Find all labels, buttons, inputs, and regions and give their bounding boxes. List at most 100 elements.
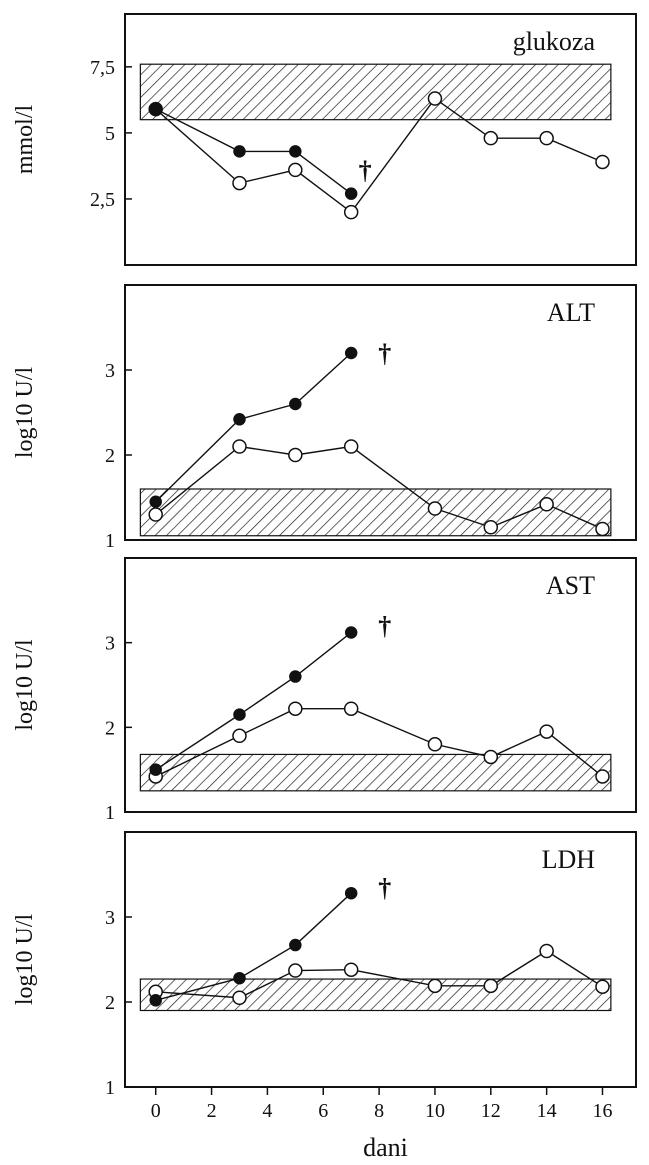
series-line-filled	[155, 631, 352, 771]
x-tick-label: 16	[592, 1100, 612, 1122]
data-point-filled	[233, 708, 246, 721]
x-tick-label: 6	[318, 1100, 328, 1122]
data-point-open	[288, 963, 303, 978]
y-tick-label: 1	[105, 802, 115, 824]
data-point-filled	[233, 413, 246, 426]
data-point-filled	[344, 346, 358, 360]
panel-frame	[124, 831, 637, 1088]
panel-frame	[124, 13, 637, 266]
y-tick-label: 2	[105, 717, 115, 739]
data-point-open	[483, 749, 499, 765]
y-tick-label: 2	[105, 445, 115, 467]
y-tick-label: 1	[105, 1077, 115, 1099]
data-point-filled	[233, 971, 246, 985]
data-point-open	[595, 769, 610, 784]
panel-alt: 1 2 3 log10 U/l ALT †	[12, 284, 637, 552]
series-line-filled	[155, 892, 352, 1001]
data-point-filled	[344, 626, 358, 639]
data-point-open	[427, 91, 443, 106]
reference-range-band	[139, 63, 612, 121]
series-line-open	[155, 97, 603, 214]
y-tick-label: 3	[105, 633, 115, 655]
data-point-open	[595, 154, 610, 170]
data-point-open	[483, 520, 499, 535]
x-tick-label: 8	[374, 1100, 384, 1122]
data-point-open	[539, 497, 554, 512]
data-point-open	[483, 130, 499, 146]
y-tick-label: 2,5	[90, 189, 115, 211]
x-tick-label: 4	[262, 1100, 272, 1122]
data-point-open	[343, 962, 359, 977]
x-tick-label: 12	[481, 1100, 501, 1122]
y-tick-label: 7,5	[90, 57, 115, 79]
panel-title: AST	[546, 571, 595, 600]
reference-range-band	[139, 978, 612, 1012]
series-line-open	[155, 950, 603, 999]
data-point-open	[595, 521, 610, 537]
x-tick-label: 14	[537, 1100, 557, 1122]
series-line-filled	[155, 108, 352, 195]
y-tick-label: 2	[105, 992, 115, 1014]
panel-title: LDH	[542, 845, 596, 874]
data-point-open	[539, 724, 554, 739]
data-point-filled	[289, 670, 302, 683]
data-point-open	[595, 979, 610, 994]
panel-ast: 1 2 3 log10 U/l AST †	[12, 557, 637, 824]
reference-range-band	[139, 753, 612, 792]
data-point-open	[343, 204, 359, 220]
panel-glukoza: 2,5 5 7,5 mmol/l glukoza †	[12, 13, 637, 266]
y-axis-label: log10 U/l	[12, 914, 38, 1006]
data-point-open	[427, 737, 443, 752]
y-tick-label: 3	[105, 907, 115, 929]
x-tick-label: 0	[151, 1100, 161, 1122]
reference-range-band	[139, 488, 612, 537]
data-point-filled	[149, 763, 162, 776]
data-point-filled	[344, 886, 358, 900]
data-point-open	[539, 943, 554, 959]
y-axis-label: log10 U/l	[12, 367, 38, 459]
data-point-open	[148, 507, 163, 522]
x-tick-label: 10	[425, 1100, 445, 1122]
y-axis-label: log10 U/l	[12, 639, 38, 731]
death-marker: †	[378, 873, 391, 902]
death-marker: †	[359, 156, 372, 185]
y-axis-label: mmol/l	[12, 105, 38, 175]
y-tick-label: 5	[105, 123, 115, 145]
data-point-filled	[289, 938, 302, 952]
panel-frame	[124, 557, 637, 813]
panel-title: glukoza	[513, 27, 596, 56]
death-marker: †	[378, 612, 391, 641]
data-point-filled	[149, 495, 162, 508]
series-line-filled	[155, 352, 352, 503]
data-point-filled	[289, 145, 302, 158]
data-point-open	[232, 439, 247, 454]
x-tick-label: 2	[207, 1100, 217, 1122]
data-point-open	[427, 501, 443, 516]
panel-title: ALT	[547, 298, 595, 327]
death-marker: †	[378, 339, 391, 368]
data-point-open	[288, 162, 303, 178]
data-point-open	[232, 175, 247, 191]
data-point-filled	[149, 994, 162, 1007]
data-point-open	[483, 978, 499, 994]
data-point-open	[427, 978, 443, 994]
y-tick-label: 1	[105, 530, 115, 552]
data-point-open	[232, 728, 247, 744]
data-point-open	[539, 130, 554, 146]
data-point-open	[343, 701, 359, 716]
y-tick-label: 3	[105, 360, 115, 382]
data-point-open	[288, 447, 303, 463]
data-point-filled	[344, 187, 358, 200]
data-point-filled	[289, 397, 302, 411]
data-point-open	[343, 439, 359, 454]
x-axis-label: dani	[363, 1133, 408, 1162]
data-point-filled	[149, 102, 162, 116]
data-point-open	[232, 990, 247, 1005]
series-line-open	[155, 445, 603, 530]
series-line-open	[155, 708, 603, 778]
data-point-open	[288, 701, 303, 716]
panel-frame	[124, 284, 637, 541]
